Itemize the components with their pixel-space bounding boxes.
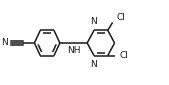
Text: N: N — [90, 17, 96, 26]
Text: N: N — [1, 39, 8, 48]
Text: Cl: Cl — [119, 51, 128, 60]
Text: Cl: Cl — [116, 13, 125, 22]
Text: NH: NH — [67, 46, 80, 55]
Text: N: N — [90, 60, 96, 69]
